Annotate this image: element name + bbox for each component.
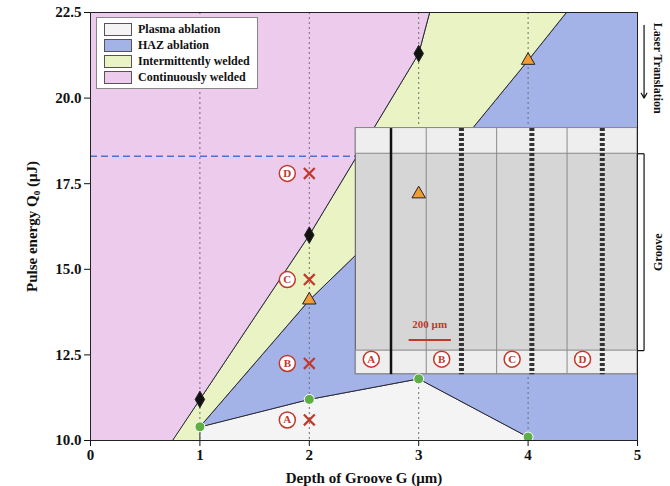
svg-text:10.0: 10.0 (55, 432, 81, 448)
svg-text:A: A (283, 413, 291, 425)
html-text:HAZ ablation: HAZ ablation (138, 38, 209, 52)
html-text:Intermittently welded: Intermittently welded (138, 54, 250, 68)
svg-text:17.5: 17.5 (55, 176, 81, 192)
svg-text:3: 3 (415, 447, 423, 463)
svg-text:20.0: 20.0 (55, 90, 81, 106)
svg-text:A: A (367, 353, 375, 365)
svg-text:5: 5 (634, 447, 642, 463)
svg-text:4: 4 (524, 447, 532, 463)
svg-text:0: 0 (87, 447, 95, 463)
svg-text:C: C (283, 273, 291, 285)
svg-text:200 µm: 200 µm (412, 318, 447, 330)
svg-text:Depth of Groove G (μm): Depth of Groove G (μm) (286, 470, 443, 486)
svg-text:C: C (508, 353, 516, 365)
svg-text:12.5: 12.5 (55, 347, 81, 363)
svg-text:22.5: 22.5 (55, 4, 81, 20)
html-text:Continuously welded: Continuously welded (138, 70, 246, 84)
svg-text:D: D (579, 353, 587, 365)
svg-text:Groove: Groove (651, 233, 665, 271)
svg-text:2: 2 (306, 447, 314, 463)
html-text:Plasma ablation: Plasma ablation (138, 22, 221, 36)
svg-text:B: B (438, 353, 446, 365)
svg-text:Laser Translation: Laser Translation (651, 23, 665, 114)
svg-text:1: 1 (196, 447, 204, 463)
svg-text:Pulse energy Q₀ (μJ): Pulse energy Q₀ (μJ) (24, 161, 41, 292)
svg-text:D: D (283, 167, 291, 179)
svg-text:15.0: 15.0 (55, 261, 81, 277)
svg-text:B: B (284, 357, 292, 369)
